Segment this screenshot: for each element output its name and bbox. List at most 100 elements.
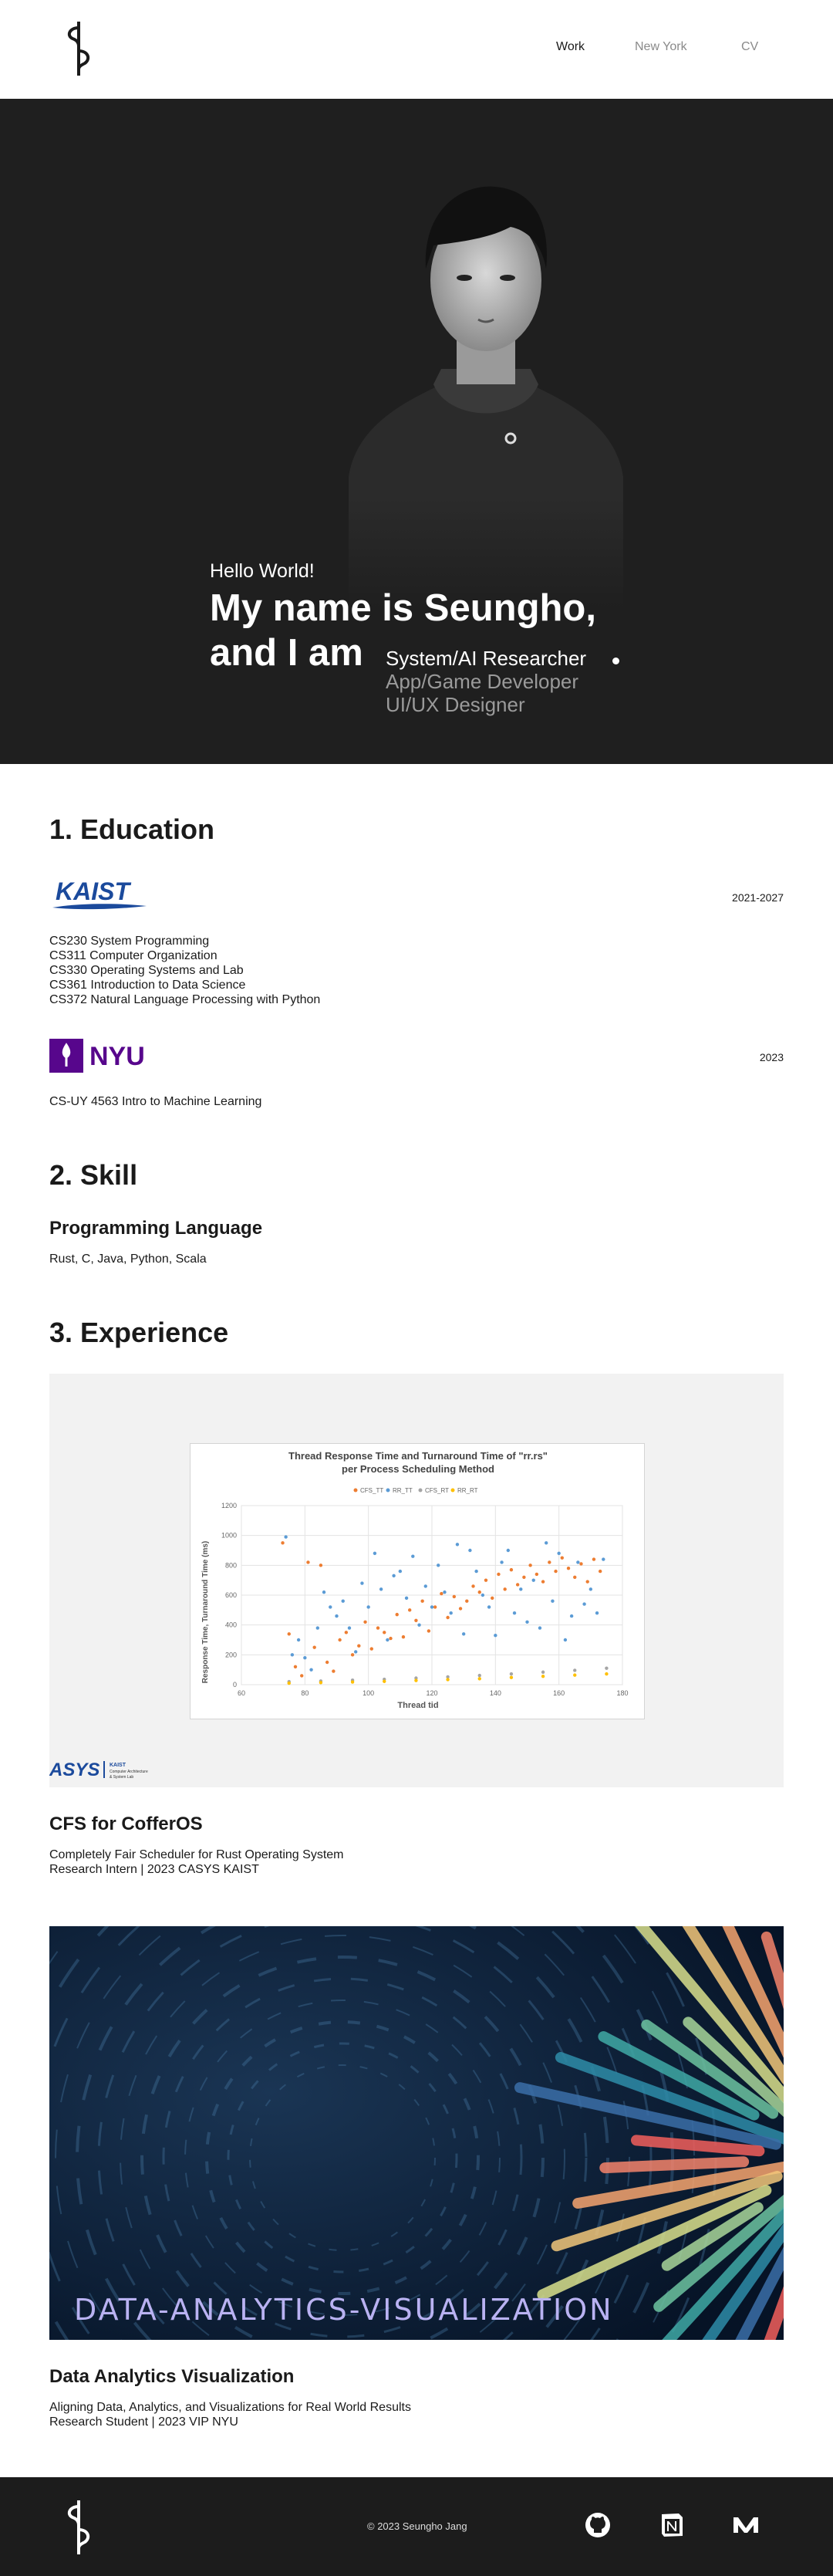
project-role-dav: Research Student | 2023 VIP NYU <box>49 2415 238 2429</box>
project-card-dav[interactable]: DATA-ANALYTICS-VISUALIZATION <box>49 1926 784 2340</box>
data-point <box>585 1580 589 1584</box>
nav-cv[interactable]: CV <box>741 40 759 53</box>
data-point <box>284 1535 288 1539</box>
data-point <box>538 1626 542 1630</box>
data-point <box>290 1653 295 1657</box>
data-point <box>350 1653 355 1657</box>
decorative-ray <box>702 2223 784 2340</box>
data-point <box>497 1572 501 1577</box>
data-point <box>446 1678 450 1682</box>
data-point <box>366 1605 370 1609</box>
legend-marker <box>353 1488 358 1493</box>
project-title-dav[interactable]: Data Analytics Visualization <box>49 2366 295 2387</box>
skill-heading: 2. Skill <box>49 1159 138 1191</box>
legend-label: CFS_TT <box>360 1487 383 1494</box>
data-point <box>528 1564 532 1567</box>
y-tick-label: 600 <box>225 1591 237 1599</box>
decorative-ray <box>653 2194 784 2312</box>
data-point <box>417 1623 421 1627</box>
data-point <box>569 1614 574 1618</box>
data-point <box>471 1584 475 1588</box>
kaist-logo: KAIST <box>52 877 147 910</box>
decorative-arc <box>184 2000 501 2316</box>
hero-greeting: Hello World! <box>210 560 315 582</box>
x-tick-label: 140 <box>490 1689 501 1697</box>
decorative-ray <box>514 2082 781 2150</box>
skill-languages: Rust, C, Java, Python, Scala <box>49 1253 207 1266</box>
decorative-arc <box>227 2042 458 2273</box>
medium-icon[interactable] <box>732 2511 760 2539</box>
data-point <box>296 1638 301 1642</box>
chart-ylabel: Response Time, Turnaround Time (ms) <box>201 1541 210 1683</box>
y-tick-label: 1000 <box>221 1532 237 1540</box>
data-point <box>573 1668 577 1672</box>
data-point <box>411 1554 415 1558</box>
data-point <box>443 1590 447 1594</box>
chart-panel: Thread Response Time and Turnaround Time… <box>190 1443 645 1719</box>
legend-marker <box>386 1488 390 1493</box>
data-point <box>357 1644 361 1648</box>
decorative-arc <box>120 1935 565 2340</box>
data-point <box>407 1608 412 1612</box>
decorative-ray <box>760 1931 784 2010</box>
casys-logo-sub: KAIST <box>110 1763 126 1768</box>
data-point <box>427 1629 431 1633</box>
nav-new-york[interactable]: New York <box>635 40 687 53</box>
decorative-ray <box>682 1926 784 2084</box>
education-heading: 1. Education <box>49 813 215 845</box>
decorative-ray <box>764 2286 784 2340</box>
data-point <box>494 1634 497 1638</box>
hero-role-1: System/AI Researcher <box>386 647 587 670</box>
project-title-cfs[interactable]: CFS for CofferOS <box>49 1814 203 1834</box>
decorative-arc <box>249 2064 436 2251</box>
data-point <box>449 1611 453 1615</box>
data-point <box>592 1557 596 1561</box>
data-point <box>500 1560 504 1564</box>
x-tick-label: 100 <box>363 1689 374 1697</box>
nyu-logo: NYU <box>49 1039 145 1073</box>
skill-subheading: Programming Language <box>49 1218 263 1239</box>
data-point <box>468 1548 472 1553</box>
kaist-course: CS361 Introduction to Data Science <box>49 979 246 992</box>
data-viz-artwork: DATA-ANALYTICS-VISUALIZATION <box>49 1926 784 2340</box>
data-point <box>322 1590 326 1594</box>
casys-logo-text: ASYS <box>49 1760 99 1780</box>
decorative-ray <box>735 2246 784 2340</box>
data-point <box>582 1602 586 1606</box>
data-viz-image-text: DATA-ANALYTICS-VISUALIZATION <box>74 2293 614 2327</box>
hero-name-line2: and I am <box>210 632 363 674</box>
data-point <box>563 1638 568 1642</box>
data-point <box>461 1632 466 1636</box>
data-point <box>477 1677 481 1681</box>
scatter-chart: Thread Response Time and Turnaround Time… <box>201 1450 629 1710</box>
data-point <box>484 1578 488 1582</box>
notion-icon[interactable] <box>658 2511 686 2539</box>
github-icon[interactable] <box>584 2511 612 2539</box>
data-point <box>506 1548 510 1553</box>
site-logo[interactable] <box>62 22 96 76</box>
data-point <box>306 1560 310 1564</box>
experience-heading: 3. Experience <box>49 1317 229 1348</box>
data-point <box>369 1647 373 1651</box>
data-point <box>325 1660 329 1665</box>
data-point <box>588 1587 593 1591</box>
data-point <box>554 1569 558 1574</box>
decorative-ray <box>661 2202 764 2271</box>
footer-logo[interactable] <box>62 2500 96 2554</box>
data-point <box>395 1612 399 1617</box>
hero-section: Hello World! My name is Seungho, and I a… <box>0 99 833 764</box>
data-point <box>392 1574 396 1578</box>
data-point <box>433 1605 437 1609</box>
legend-label: RR_TT <box>393 1487 413 1494</box>
data-point <box>329 1605 332 1609</box>
project-card-cfs[interactable]: Thread Response Time and Turnaround Time… <box>49 1374 784 1787</box>
data-point <box>350 1680 355 1684</box>
decorative-arc <box>140 1956 545 2340</box>
data-point <box>344 1631 349 1635</box>
data-point <box>557 1551 561 1556</box>
data-point <box>595 1611 599 1615</box>
data-point <box>309 1668 313 1672</box>
data-point <box>437 1564 440 1567</box>
data-point <box>465 1599 469 1603</box>
nav-work[interactable]: Work <box>556 40 585 53</box>
